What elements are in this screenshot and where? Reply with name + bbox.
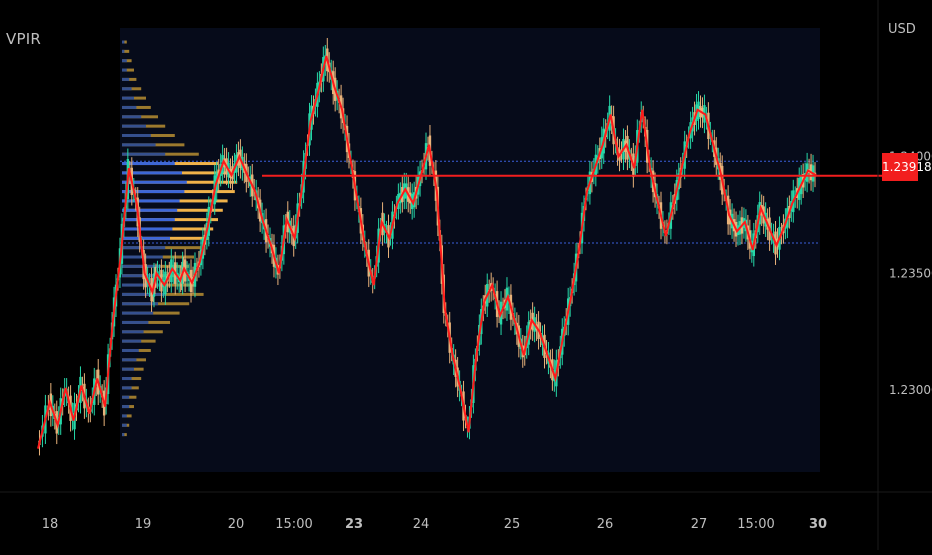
profile-sell-bar	[122, 68, 134, 72]
profile-buy-bar	[122, 96, 134, 100]
current-price-tag: 1.23918	[882, 153, 932, 181]
profile-buy-bar	[122, 236, 170, 240]
profile-buy-bar	[122, 264, 161, 268]
profile-buy-bar	[122, 171, 182, 175]
profile-buy-bar	[122, 68, 127, 72]
profile-buy-bar	[122, 395, 130, 399]
time-tick-label: 20	[228, 517, 245, 532]
time-tick-label: 18	[42, 517, 59, 532]
profile-buy-bar	[122, 227, 173, 231]
profile-buy-bar	[122, 152, 166, 156]
profile-buy-bar	[122, 208, 178, 212]
time-axis[interactable]: 18 19 20 15:00 23 24 25 26 27 15:00 30	[42, 517, 827, 532]
profile-buy-bar	[122, 283, 161, 287]
volume-profile	[122, 40, 238, 437]
price-axis[interactable]: 1.240001.235001.23000	[889, 150, 932, 398]
profile-buy-bar	[122, 330, 144, 334]
profile-buy-bar	[122, 162, 175, 166]
profile-buy-bar	[122, 133, 151, 137]
profile-sell-bar	[122, 49, 130, 53]
profile-buy-bar	[122, 199, 180, 203]
profile-buy-bar	[122, 433, 125, 437]
profile-buy-bar	[122, 320, 149, 324]
profile-buy-bar	[122, 115, 142, 119]
profile-buy-bar	[122, 423, 127, 427]
time-tick-label: 19	[135, 517, 152, 532]
time-tick-label: 30	[809, 517, 827, 532]
profile-buy-bar	[122, 40, 125, 44]
profile-buy-bar	[122, 59, 127, 63]
profile-buy-bar	[122, 218, 175, 222]
profile-buy-bar	[122, 348, 139, 352]
profile-buy-bar	[122, 49, 125, 53]
profile-buy-bar	[122, 405, 130, 409]
profile-buy-bar	[122, 386, 132, 390]
indicator-name: VPIR	[6, 30, 41, 48]
profile-buy-bar	[122, 274, 156, 278]
price-tick-label: 1.23500	[889, 266, 932, 280]
profile-buy-bar	[122, 143, 156, 147]
trend-line	[37, 55, 817, 449]
time-tick-label: 24	[413, 517, 430, 532]
profile-buy-bar	[122, 302, 158, 306]
profile-buy-bar	[122, 180, 187, 184]
profile-buy-bar	[122, 414, 127, 418]
time-tick-label: 25	[504, 517, 521, 532]
time-tick-label: 15:00	[275, 517, 312, 532]
time-tick-label: 23	[345, 517, 363, 532]
profile-buy-bar	[122, 190, 185, 194]
currency-label: USD	[888, 22, 916, 37]
profile-buy-bar	[122, 367, 134, 371]
time-tick-label: 27	[691, 517, 708, 532]
profile-buy-bar	[122, 339, 142, 343]
time-tick-label: 26	[597, 517, 614, 532]
profile-buy-bar	[122, 377, 132, 381]
profile-buy-bar	[122, 77, 130, 81]
profile-buy-bar	[122, 358, 137, 362]
profile-buy-bar	[122, 105, 137, 109]
time-tick-label: 15:00	[737, 517, 774, 532]
profile-buy-bar	[122, 311, 154, 315]
price-tick-label: 1.23000	[889, 383, 932, 397]
profile-buy-bar	[122, 292, 166, 296]
profile-buy-bar	[122, 124, 146, 128]
profile-buy-bar	[122, 87, 132, 91]
value-area-background	[120, 28, 820, 472]
